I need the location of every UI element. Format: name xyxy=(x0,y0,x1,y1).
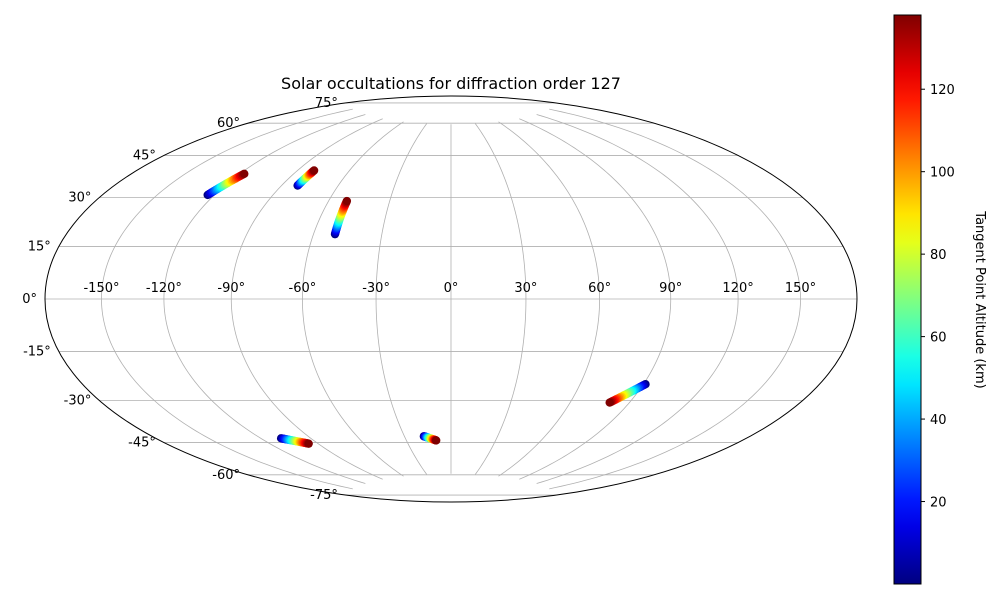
longitude-tick-label: -60° xyxy=(289,281,317,296)
occultation-point xyxy=(309,166,319,175)
map-boundary xyxy=(44,95,858,503)
longitude-tick-label: 150° xyxy=(785,281,816,296)
occultation-point xyxy=(342,196,352,206)
occultation-points xyxy=(203,166,650,448)
colorbar-tick-label: 40 xyxy=(930,413,947,428)
latitude-tick-label: 15° xyxy=(28,240,51,255)
longitude-tick-label: -120° xyxy=(146,281,182,296)
latitude-tick-label: -15° xyxy=(23,345,51,360)
occultation-point xyxy=(304,439,313,448)
chart-title: Solar occultations for diffraction order… xyxy=(281,74,621,93)
latitude-tick-label: -75° xyxy=(310,488,338,503)
occultation-point xyxy=(605,398,614,407)
colorbar-tick-label: 20 xyxy=(930,496,947,511)
longitude-tick-label: 120° xyxy=(722,281,753,296)
longitude-tick-label: -30° xyxy=(362,281,390,296)
latitude-tick-label: 30° xyxy=(68,191,91,206)
colorbar-tick-label: 60 xyxy=(930,331,947,346)
colorbar-label: Tangent Point Altitude (km) xyxy=(972,210,987,388)
occultation-point xyxy=(240,169,249,178)
longitude-tick-label: 0° xyxy=(444,281,459,296)
latitude-tick-label: 0° xyxy=(22,292,37,307)
latitude-tick-label: -60° xyxy=(212,468,240,483)
latitude-tick-label: 60° xyxy=(217,116,240,131)
longitude-tick-label: 30° xyxy=(514,281,537,296)
longitude-tick-label: -150° xyxy=(83,281,119,296)
latitude-tick-labels: 75° 60° 45° 30° 15° 0° -15° -30° -45° -60° -75° xyxy=(22,96,338,503)
occultation-point xyxy=(431,436,441,445)
latitude-tick-label: -45° xyxy=(128,436,156,451)
colorbar-tick-label: 100 xyxy=(930,166,955,181)
longitude-tick-label: -90° xyxy=(217,281,245,296)
latitude-tick-label: -30° xyxy=(64,394,92,409)
longitude-tick-labels: -150° -120° -90° -60° -30° 0° 30° 60° 90° 120° 150… xyxy=(83,281,816,296)
colorbar: 20 40 60 80 100 120 Tangent Point Altitude (km… xyxy=(893,14,987,585)
longitude-tick-label: 60° xyxy=(588,281,611,296)
colorbar-tick-label: 80 xyxy=(930,248,947,263)
map-grid xyxy=(45,102,857,496)
latitude-tick-label: 75° xyxy=(315,96,338,111)
colorbar-gradient xyxy=(893,14,922,585)
latitude-tick-label: 45° xyxy=(133,149,156,164)
longitude-tick-label: 90° xyxy=(659,281,682,296)
colorbar-tick-label: 120 xyxy=(930,83,955,98)
